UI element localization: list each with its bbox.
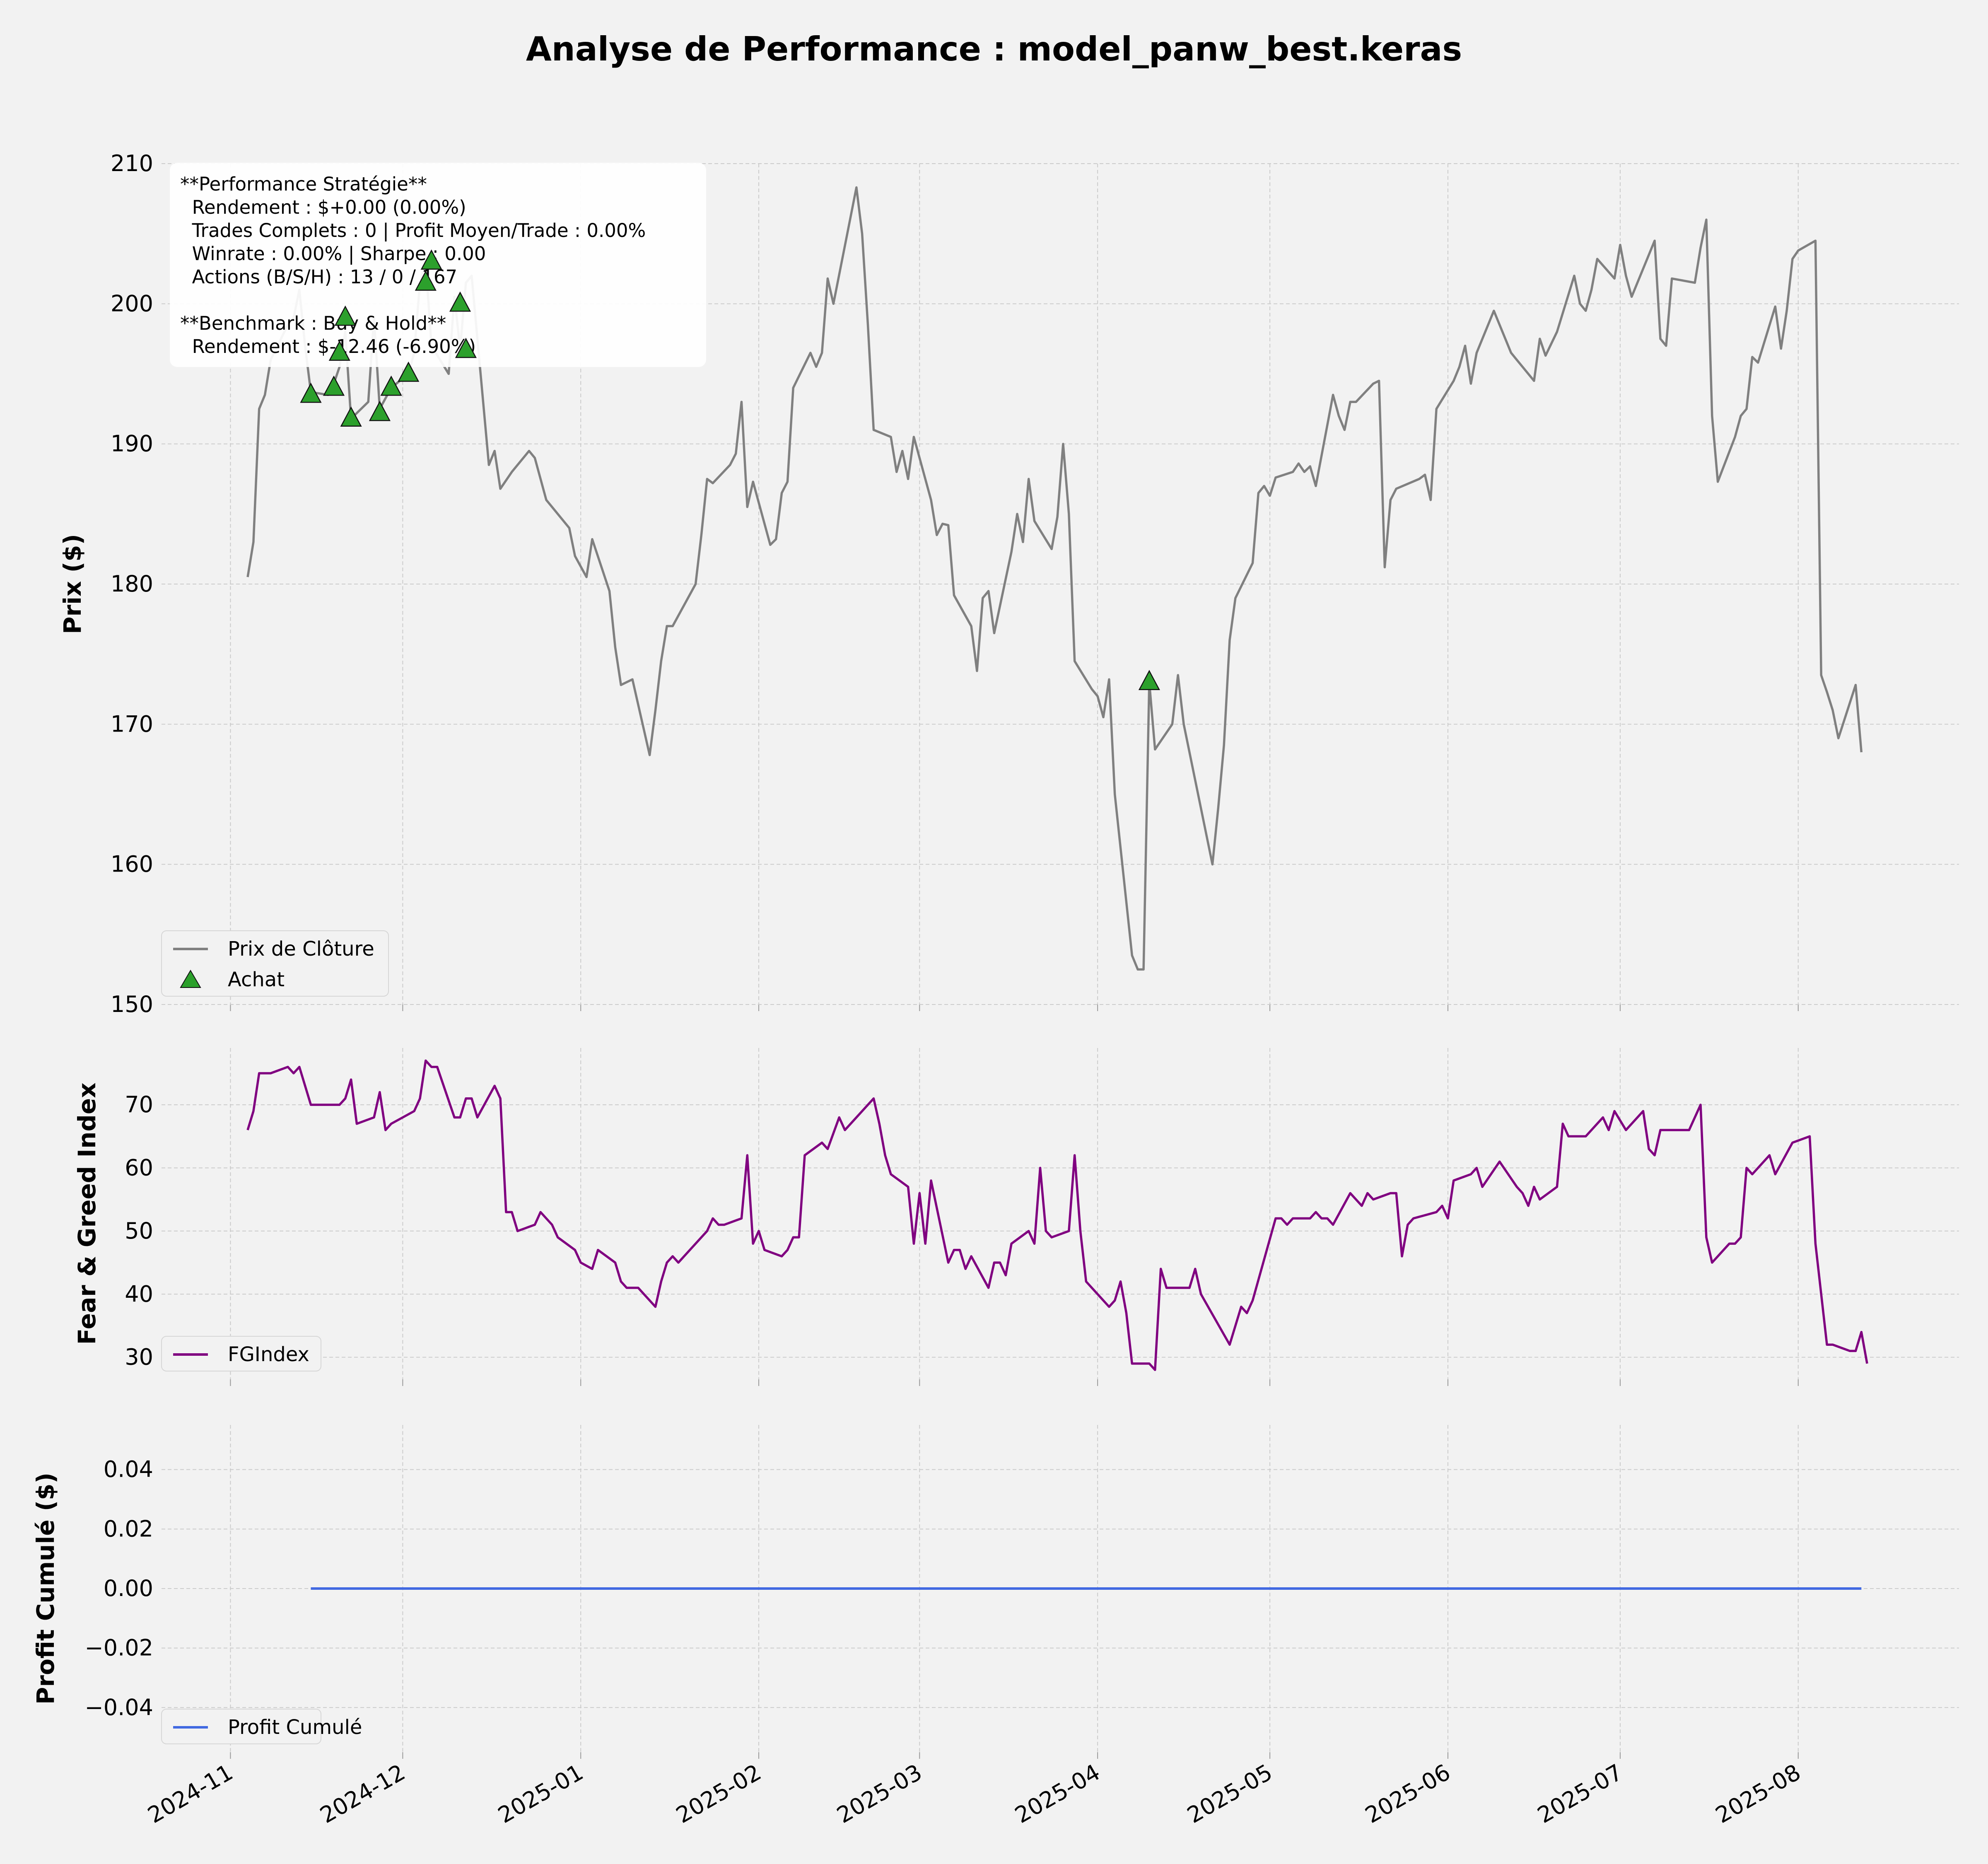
buy-marker [449, 291, 471, 312]
buy-marker [323, 375, 345, 396]
price-y-axis: 150 160 170 180 190 200 210 [111, 150, 153, 1017]
legend-label: Achat [228, 968, 285, 991]
stats-line-0: **Performance Stratégie** [180, 173, 427, 195]
stats-line-4: Actions (B/S/H) : 13 / 0 / 167 [180, 266, 457, 288]
stats-line-2: Trades Complets : 0 | Profit Moyen/Trade… [180, 220, 646, 241]
series-line [246, 1059, 1868, 1371]
y-tick-label: 30 [125, 1344, 153, 1370]
buy-marker [328, 340, 350, 361]
buy-marker [455, 338, 477, 358]
legend-frame [161, 1336, 321, 1371]
buy-marker [398, 361, 420, 382]
buy-marker [415, 270, 437, 291]
stats-line-1: Rendement : $+0.00 (0.00%) [180, 196, 466, 218]
legend-marker [180, 970, 201, 988]
y-tick-label: 170 [111, 711, 153, 737]
series-line [246, 186, 1863, 971]
stats-line-7: Rendement : $-12.46 (-6.90%) [180, 336, 476, 357]
y-tick-label: 40 [125, 1281, 153, 1307]
y-tick-label: 50 [125, 1218, 153, 1244]
fg-legend: FGIndex [161, 1336, 321, 1371]
y-tick-label: 0.04 [104, 1456, 153, 1483]
y-tick-label: 210 [111, 150, 153, 176]
legend-frame [161, 1709, 321, 1744]
y-tick-label: 190 [111, 431, 153, 457]
price-legend: Prix de Clôture Achat [161, 930, 389, 997]
figure-title: Analyse de Performance : model_panw_best… [526, 30, 1462, 68]
y-tick-label: 150 [111, 991, 153, 1017]
fear-greed-panel: 30 40 50 60 70 Fear & Greed Index FGIndex [73, 1048, 1959, 1386]
fg-series [246, 1059, 1868, 1371]
profit-panel: −0.04 −0.02 0.00 0.02 0.04 Profit Cumulé ($)… [31, 1425, 1959, 1759]
buy-marker [340, 406, 362, 427]
stats-line-6: **Benchmark : Buy & Hold** [180, 312, 446, 334]
buy-marker [1138, 670, 1160, 691]
y-tick-label: 200 [111, 290, 153, 316]
profit-legend: Profit Cumulé [161, 1709, 362, 1744]
y-tick-label: 0.02 [104, 1516, 153, 1542]
legend-label: FGIndex [228, 1343, 309, 1366]
legend-label: Profit Cumulé [228, 1716, 362, 1739]
stats-line-3: Winrate : 0.00% | Sharpe : 0.00 [180, 243, 486, 265]
y-tick-label: −0.02 [85, 1635, 153, 1661]
fg-grid [162, 1048, 1959, 1386]
legend-frame [161, 930, 389, 997]
y-tick-label: −0.04 [85, 1694, 153, 1720]
buy-marker [369, 401, 391, 421]
profit-y-axis: −0.04 −0.02 0.00 0.02 0.04 [85, 1456, 153, 1721]
y-tick-label: 160 [111, 851, 153, 877]
fg-y-axis: 30 40 50 60 70 [125, 1091, 153, 1370]
price-panel: 150 160 170 180 190 200 210 Prix ($) Prix de C… [58, 150, 1959, 1017]
buy-markers [300, 249, 1160, 691]
buy-marker [334, 305, 356, 326]
buy-marker [380, 375, 402, 396]
profit-y-axis-label: Profit Cumulé ($) [31, 1473, 60, 1705]
buy-marker [300, 382, 322, 403]
y-tick-label: 0.00 [104, 1575, 153, 1601]
y-tick-label: 60 [125, 1155, 153, 1181]
fg-y-axis-label: Fear & Greed Index [73, 1082, 101, 1345]
legend-label: Prix de Clôture [228, 937, 374, 961]
price-series [246, 186, 1863, 971]
buy-marker [420, 249, 442, 270]
price-y-axis-label: Prix ($) [58, 534, 87, 634]
y-tick-label: 70 [125, 1091, 153, 1118]
y-tick-label: 180 [111, 571, 153, 597]
